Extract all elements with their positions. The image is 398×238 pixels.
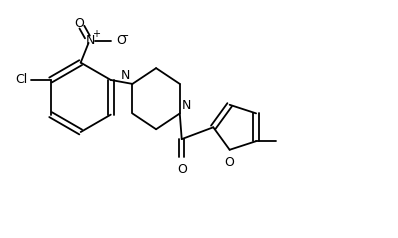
Text: O: O xyxy=(225,156,234,169)
Text: N: N xyxy=(182,99,191,112)
Text: +: + xyxy=(92,29,100,39)
Text: N: N xyxy=(86,35,95,47)
Text: N: N xyxy=(121,69,131,82)
Text: O: O xyxy=(116,35,126,47)
Text: −: − xyxy=(120,31,130,41)
Text: Cl: Cl xyxy=(16,74,28,86)
Text: O: O xyxy=(74,17,84,30)
Text: O: O xyxy=(177,163,187,176)
